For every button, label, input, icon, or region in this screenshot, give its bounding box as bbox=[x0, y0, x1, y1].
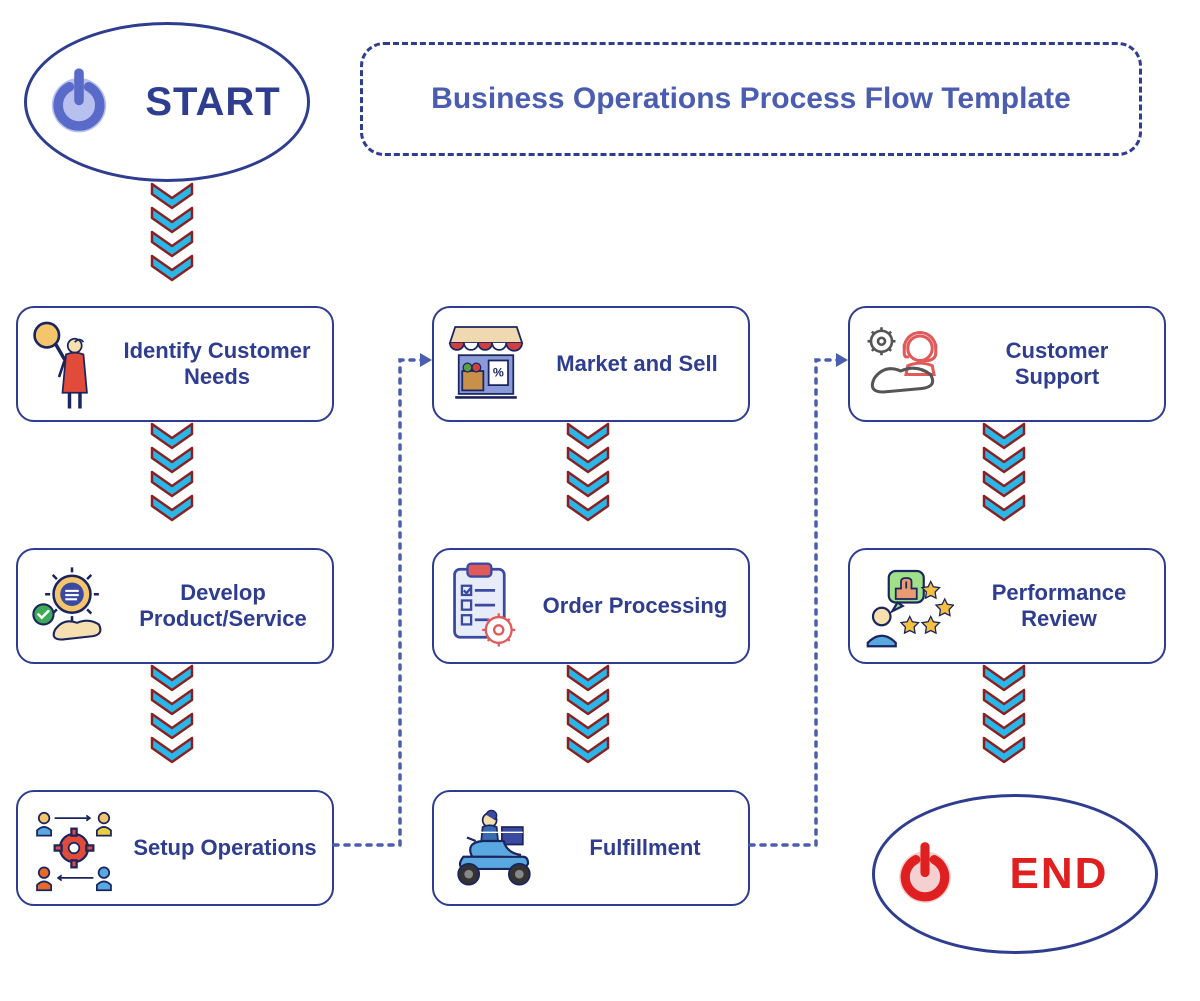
node-label: Develop Product/Service bbox=[126, 580, 320, 633]
node-setup-operations: Setup Operations bbox=[16, 790, 334, 906]
node-performance-review: Performance Review bbox=[848, 548, 1166, 664]
market-stall-icon: % bbox=[446, 320, 526, 408]
power-start-icon bbox=[39, 62, 119, 142]
chevron-arrow bbox=[980, 668, 1028, 764]
node-label: Fulfillment bbox=[554, 835, 736, 861]
chevron-arrow bbox=[980, 426, 1028, 522]
title-box: Business Operations Process Flow Templat… bbox=[360, 42, 1142, 156]
node-market-sell: % Market and Sell bbox=[432, 306, 750, 422]
node-label: Market and Sell bbox=[538, 351, 736, 377]
end-node: END bbox=[872, 794, 1158, 954]
node-label: Performance Review bbox=[966, 580, 1152, 633]
end-label: END bbox=[975, 848, 1143, 901]
node-identify-customer-needs: Identify Customer Needs bbox=[16, 306, 334, 422]
svg-text:%: % bbox=[493, 365, 504, 379]
node-label: Order Processing bbox=[534, 593, 736, 619]
support-gear-icon bbox=[862, 322, 950, 406]
hand-gear-icon bbox=[30, 564, 114, 648]
review-stars-icon bbox=[862, 564, 954, 648]
chevron-arrow bbox=[148, 426, 196, 522]
power-end-icon bbox=[887, 836, 963, 912]
chevron-arrow bbox=[148, 186, 196, 282]
chevron-arrow bbox=[148, 668, 196, 764]
node-label: Setup Operations bbox=[130, 835, 320, 861]
node-label: Identify Customer Needs bbox=[114, 338, 320, 391]
start-label: START bbox=[131, 78, 295, 126]
chevron-arrow bbox=[564, 426, 612, 522]
start-node: START bbox=[24, 22, 310, 182]
scooter-delivery-icon bbox=[446, 806, 542, 890]
clipboard-gear-icon bbox=[446, 560, 522, 652]
node-develop-product: Develop Product/Service bbox=[16, 548, 334, 664]
node-label: Customer Support bbox=[962, 338, 1152, 391]
title-label: Business Operations Process Flow Templat… bbox=[431, 82, 1071, 116]
person-magnifier-icon bbox=[30, 316, 102, 412]
chevron-arrow bbox=[564, 668, 612, 764]
node-customer-support: Customer Support bbox=[848, 306, 1166, 422]
node-order-processing: Order Processing bbox=[432, 548, 750, 664]
node-fulfillment: Fulfillment bbox=[432, 790, 750, 906]
team-gear-icon bbox=[30, 804, 118, 892]
